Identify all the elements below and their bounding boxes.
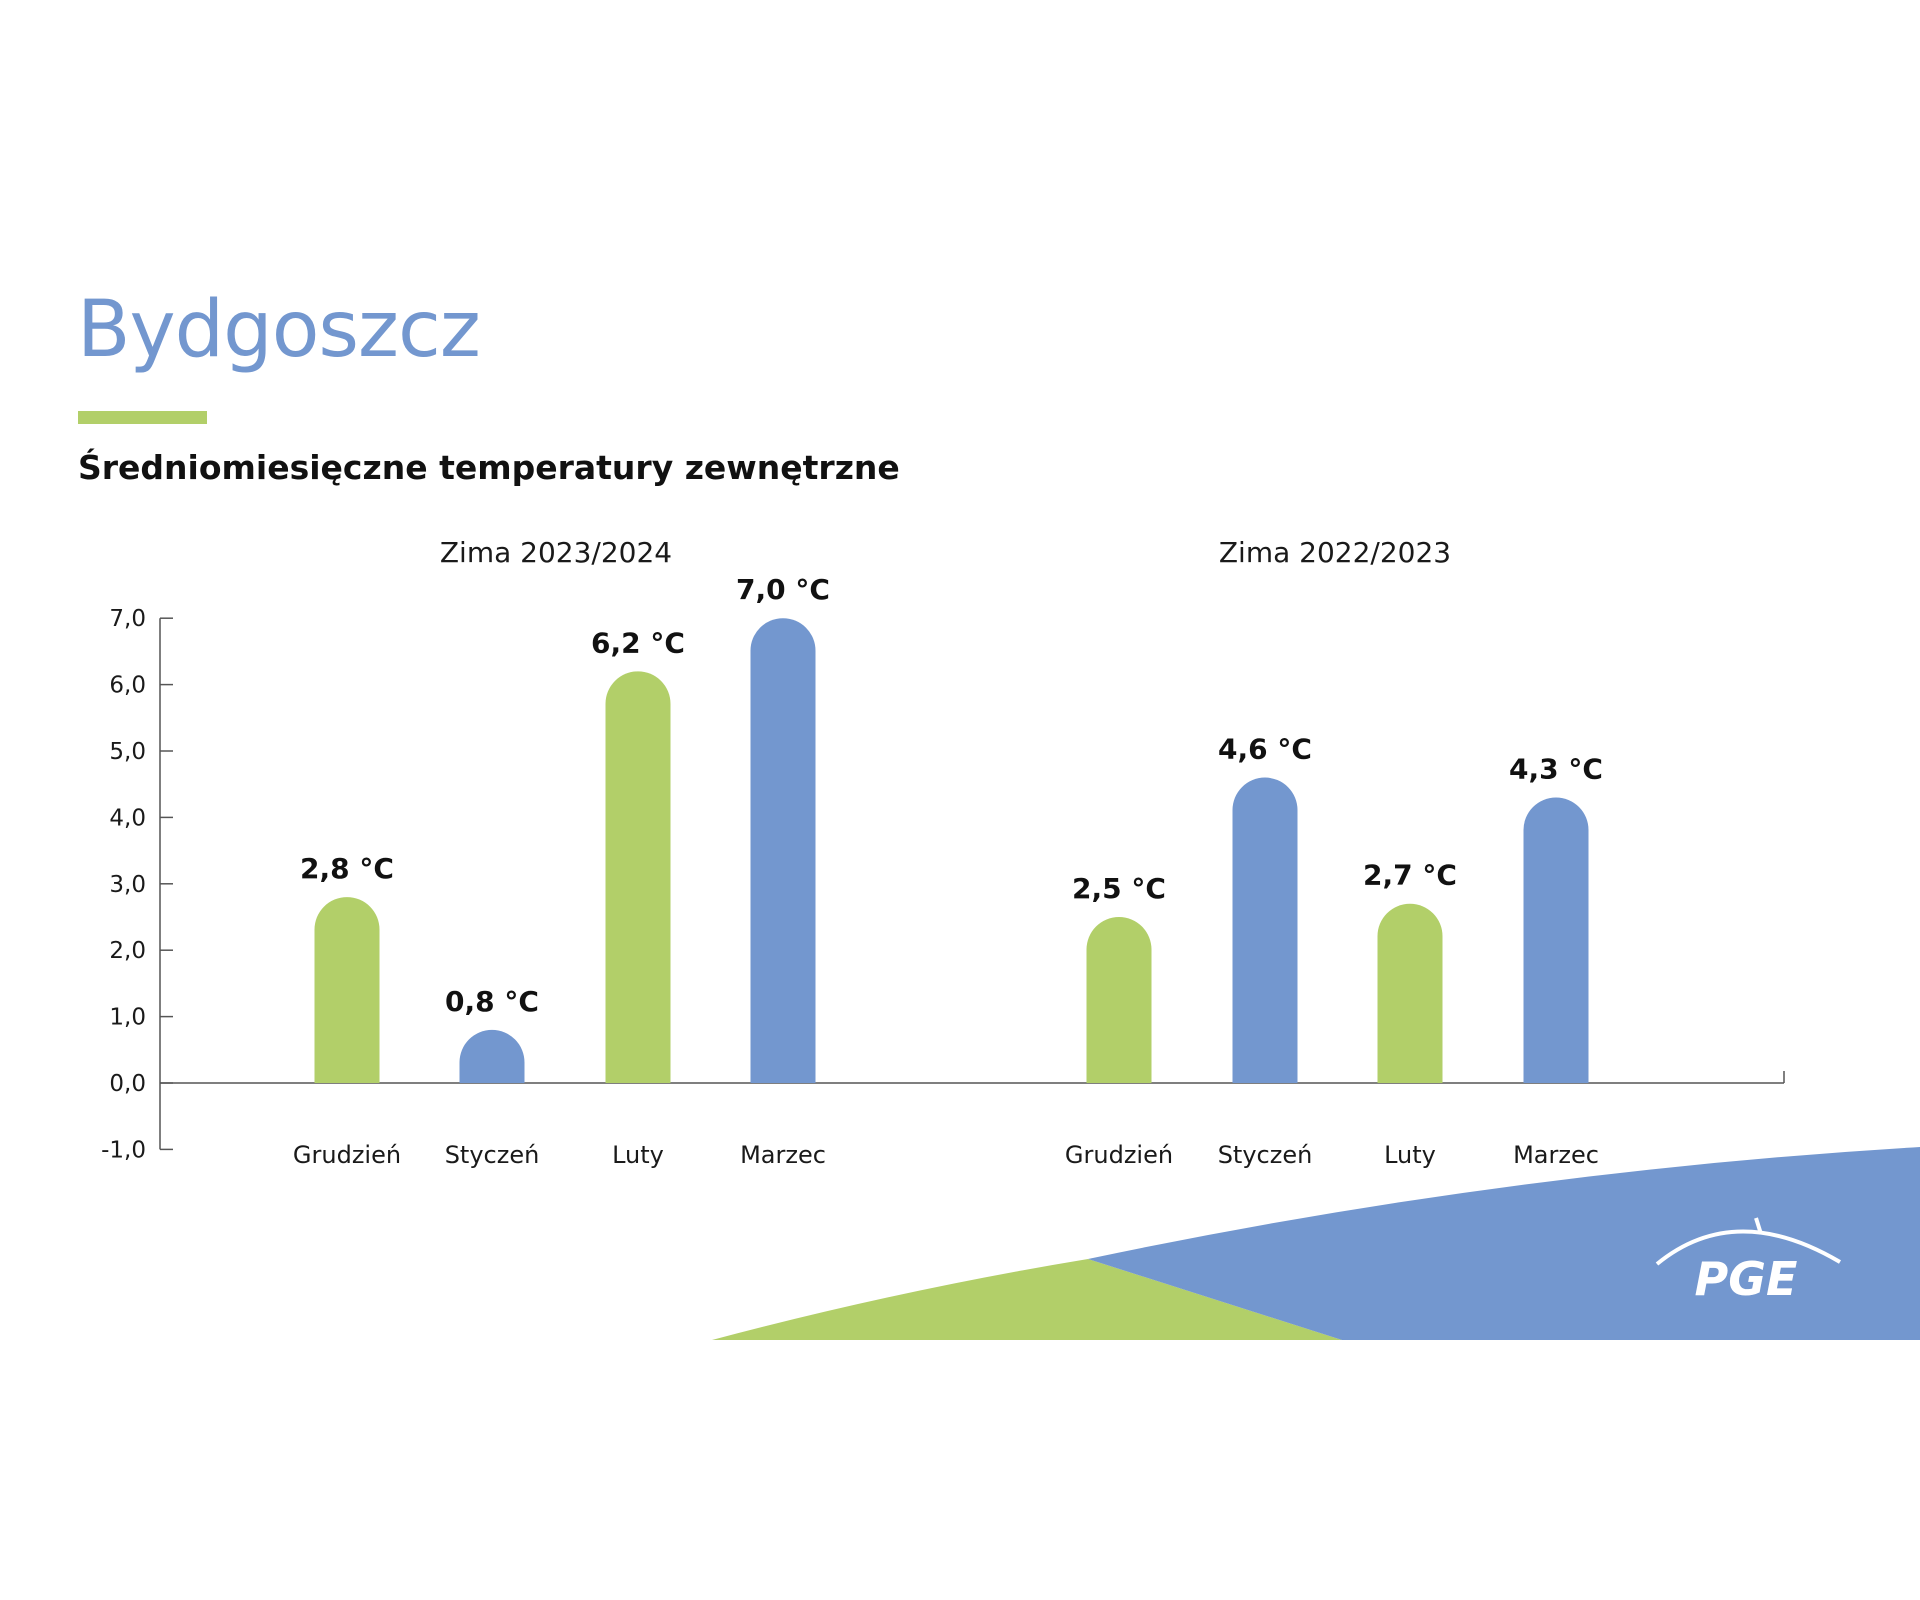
y-tick-label: 5,0 xyxy=(109,739,146,765)
chart-axes xyxy=(159,617,1785,1151)
category-label: Grudzień xyxy=(1065,1141,1173,1169)
title-accent-bar xyxy=(78,411,207,424)
y-tick-label: 3,0 xyxy=(109,872,146,898)
page-title: Bydgoszcz xyxy=(77,285,481,375)
bar-marzec xyxy=(1523,797,1589,1083)
blue-swoosh xyxy=(1088,1147,1920,1340)
bar-value-label: 7,0 °C xyxy=(736,573,830,606)
category-label: Styczeń xyxy=(445,1141,540,1169)
y-tick-label: 7,0 xyxy=(109,606,146,632)
y-tick-label: 2,0 xyxy=(109,938,146,964)
category-label: Marzec xyxy=(740,1141,826,1169)
bar-value-label: 6,2 °C xyxy=(591,626,685,659)
y-tick-label: 6,0 xyxy=(109,673,146,699)
y-tick-label: -1,0 xyxy=(101,1137,146,1163)
group-title: Zima 2023/2024 xyxy=(440,536,672,569)
category-label: Styczeń xyxy=(1218,1141,1313,1169)
bar-value-label: 0,8 °C xyxy=(445,985,539,1018)
bar-value-label: 4,6 °C xyxy=(1218,733,1312,766)
green-swoosh xyxy=(712,1259,1342,1340)
bar-value-label: 2,5 °C xyxy=(1072,872,1166,905)
bar-grudzień xyxy=(1086,917,1152,1083)
chart-labels: -1,0 0,0 1,0 2,0 3,0 4,0 5,0 6,0 7,0 Zima 2023/20… xyxy=(101,536,1603,1169)
bar-styczeń xyxy=(1232,777,1298,1083)
pge-logo: PGE xyxy=(1655,1217,1842,1306)
bar-luty xyxy=(1377,903,1443,1083)
chart-bars xyxy=(314,618,1589,1083)
bar-value-label: 4,3 °C xyxy=(1509,752,1603,785)
bar-grudzień xyxy=(314,897,380,1083)
y-tick-label: 1,0 xyxy=(109,1005,146,1031)
bar-marzec xyxy=(750,618,816,1083)
chart-subtitle: Średniomiesięczne temperatury zewnętrzne xyxy=(78,448,900,487)
y-tick-label: 4,0 xyxy=(109,805,146,831)
pge-logo-arc-icon xyxy=(1655,1229,1842,1266)
pge-logo-arc-notch-icon xyxy=(1754,1217,1763,1235)
bar-value-label: 2,8 °C xyxy=(300,852,394,885)
category-label: Marzec xyxy=(1513,1141,1599,1169)
category-label: Grudzień xyxy=(293,1141,401,1169)
bar-styczeń xyxy=(459,1029,525,1083)
category-label: Luty xyxy=(612,1141,664,1169)
bar-luty xyxy=(605,671,671,1083)
category-label: Luty xyxy=(1384,1141,1436,1169)
y-tick-label: 0,0 xyxy=(109,1071,146,1097)
bar-value-label: 2,7 °C xyxy=(1363,859,1457,892)
group-title: Zima 2022/2023 xyxy=(1219,536,1451,569)
pge-logo-text: PGE xyxy=(1695,1252,1798,1306)
